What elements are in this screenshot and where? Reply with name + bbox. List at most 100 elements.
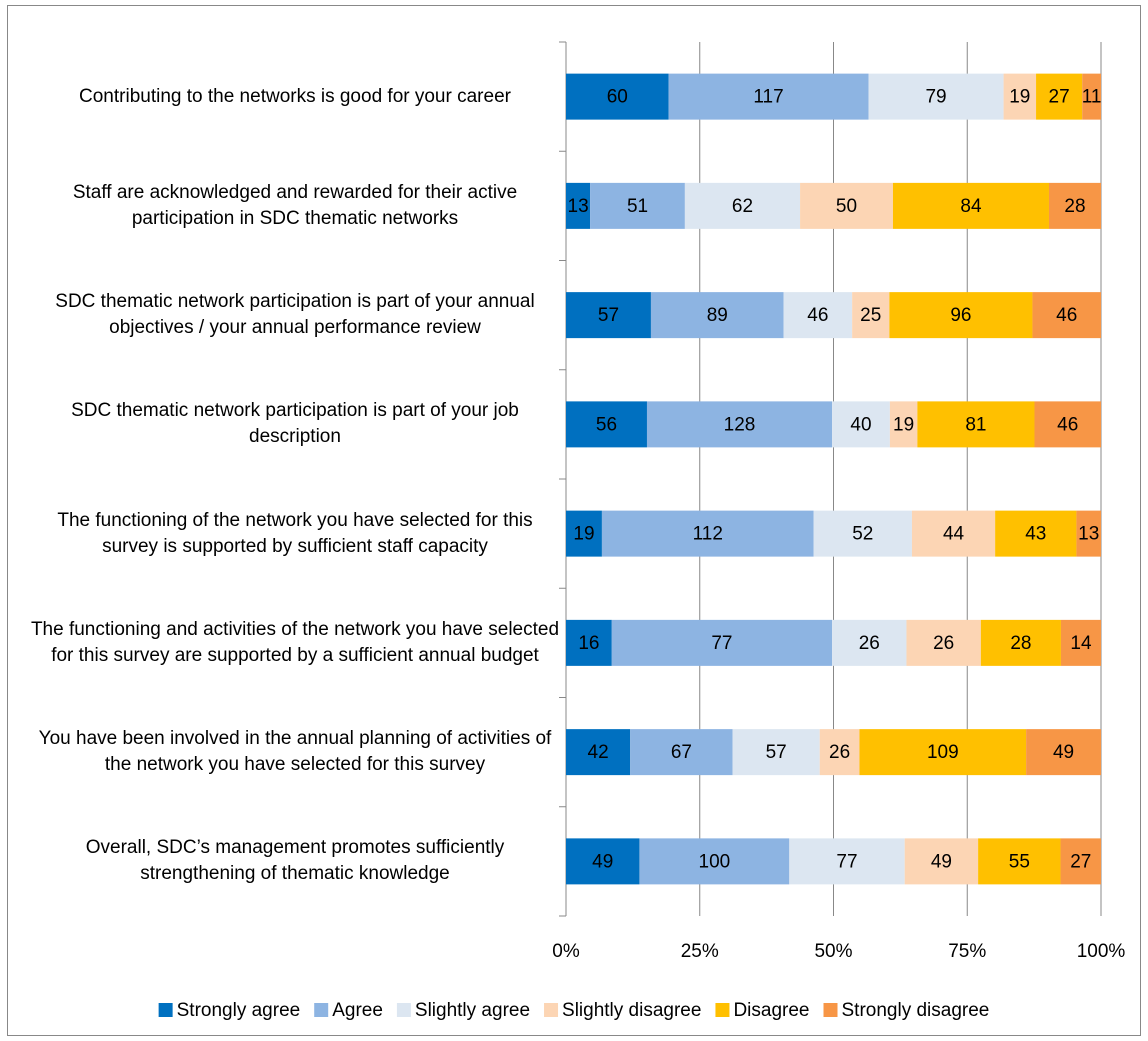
bar-segment	[1034, 401, 1101, 448]
bar-segment	[639, 838, 790, 885]
legend-swatch	[544, 1003, 559, 1017]
data-label: 77	[836, 851, 857, 872]
y-tick-label: Overall, SDC’s management promotes suffi…	[85, 837, 505, 885]
bar-segment	[868, 73, 1004, 120]
data-label: 57	[598, 305, 619, 326]
data-label: 96	[950, 305, 971, 326]
legend-swatch	[715, 1003, 730, 1017]
bar-segment	[1048, 182, 1101, 229]
bar-segment	[566, 619, 612, 666]
bar-segment	[859, 729, 1027, 776]
data-label: 43	[1025, 524, 1046, 545]
data-label: 28	[1010, 633, 1031, 654]
bar-segment	[630, 729, 733, 776]
data-label: 112	[693, 524, 723, 545]
bar-segment	[1003, 73, 1037, 120]
bar-segment	[566, 729, 631, 776]
data-label: 19	[573, 524, 594, 545]
data-label: 55	[1009, 851, 1030, 872]
legend-label: Strongly disagree	[842, 1000, 990, 1021]
legend-swatch	[314, 1003, 329, 1017]
data-label: 16	[578, 633, 599, 654]
data-label: 60	[607, 87, 628, 108]
data-label: 26	[829, 742, 850, 763]
y-tick-label: SDC thematic network participation is pa…	[55, 291, 535, 339]
y-tick-label: You have been involved in the annual pla…	[38, 728, 552, 776]
legend-label: Strongly agree	[177, 1000, 301, 1021]
bar-segment	[917, 401, 1035, 448]
data-label: 46	[1057, 414, 1078, 435]
data-label: 50	[836, 196, 857, 217]
bar-segment	[1060, 619, 1101, 666]
x-tick-label: 100%	[1077, 941, 1126, 962]
data-label: 46	[1056, 305, 1077, 326]
legend-label: Agree	[332, 1000, 383, 1021]
bar-segment	[800, 182, 893, 229]
legend-swatch	[158, 1003, 173, 1017]
data-label: 13	[568, 196, 589, 217]
data-label: 14	[1070, 633, 1092, 654]
bar-segment	[650, 292, 784, 339]
data-label: 25	[860, 305, 881, 326]
y-tick-label: SDC thematic network participation is pa…	[71, 400, 519, 448]
data-label: 52	[852, 524, 873, 545]
data-label: 46	[807, 305, 828, 326]
data-label: 77	[711, 633, 732, 654]
data-label: 56	[596, 414, 617, 435]
data-label: 44	[943, 524, 965, 545]
bar-segment	[1036, 73, 1083, 120]
legend-swatch	[823, 1003, 838, 1017]
legend-label: Disagree	[733, 1000, 809, 1021]
bar-segment	[566, 510, 602, 557]
bar-segment	[732, 729, 820, 776]
legend-label: Slightly disagree	[562, 1000, 701, 1021]
bar-segment	[783, 292, 853, 339]
data-label: 26	[933, 633, 954, 654]
bar-segment	[819, 729, 860, 776]
legend-label: Slightly agree	[415, 1000, 530, 1021]
y-tick-label: The functioning of the network you have …	[57, 509, 533, 557]
bar-segment	[566, 73, 669, 120]
bar-segment	[590, 182, 685, 229]
data-label: 57	[766, 742, 787, 763]
y-tick-label: The functioning and activities of the ne…	[30, 618, 560, 666]
data-label: 51	[627, 196, 648, 217]
data-label: 19	[893, 414, 914, 435]
x-tick-label: 25%	[681, 941, 719, 962]
bar-segment	[646, 401, 833, 448]
bar-segment	[566, 401, 647, 448]
data-label: 128	[724, 414, 756, 435]
data-label: 40	[850, 414, 871, 435]
bar-segment	[832, 619, 907, 666]
data-label: 28	[1064, 196, 1085, 217]
y-tick-label: Contributing to the networks is good for…	[79, 85, 511, 107]
data-label: 19	[1009, 87, 1030, 108]
data-label: 49	[1053, 742, 1074, 763]
x-tick-label: 0%	[552, 941, 580, 962]
bar-segment	[1026, 729, 1101, 776]
bar-segment	[906, 619, 981, 666]
bar-segment	[904, 838, 979, 885]
data-label: 89	[707, 305, 728, 326]
data-label: 117	[753, 87, 783, 108]
data-label: 62	[732, 196, 753, 217]
data-label: 11	[1082, 87, 1102, 108]
data-label: 13	[1078, 524, 1099, 545]
bar-segment	[789, 838, 905, 885]
data-label: 49	[931, 851, 952, 872]
data-label: 109	[927, 742, 959, 763]
data-label: 26	[859, 633, 880, 654]
x-tick-label: 50%	[814, 941, 852, 962]
x-tick-label: 75%	[948, 941, 986, 962]
data-label: 84	[960, 196, 982, 217]
data-label: 100	[699, 851, 731, 872]
bar-segment	[566, 838, 640, 885]
bar-segment	[832, 401, 890, 448]
bar-segment	[1060, 838, 1101, 885]
bar-segment	[1082, 73, 1101, 120]
bar-segment	[995, 510, 1077, 557]
bar-segment	[892, 182, 1049, 229]
bar-segment	[1076, 510, 1101, 557]
data-label: 42	[588, 742, 609, 763]
data-label: 81	[965, 414, 986, 435]
